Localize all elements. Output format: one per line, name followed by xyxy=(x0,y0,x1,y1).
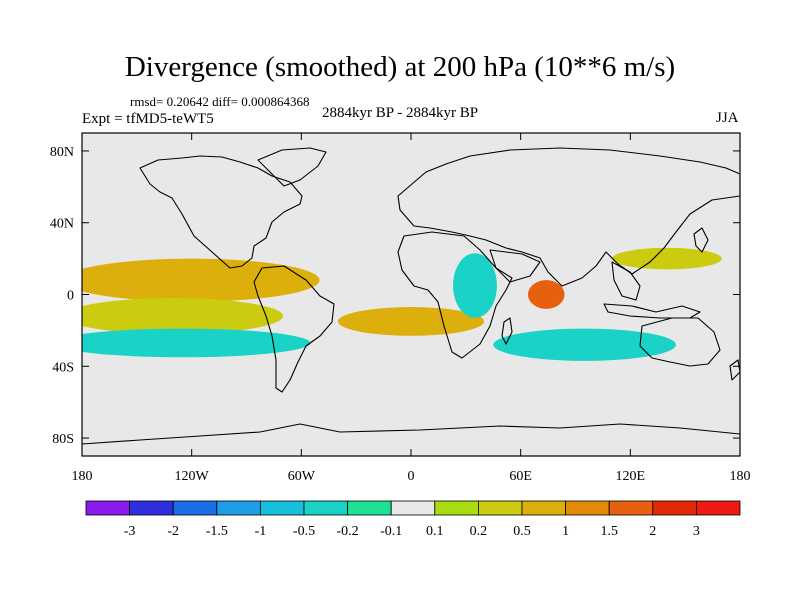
x-tick-label: 60E xyxy=(509,469,532,484)
y-tick-label: 80N xyxy=(50,145,74,160)
x-tick-label: 60W xyxy=(288,469,316,484)
colorbar-label: -1.5 xyxy=(206,524,228,539)
colorbar-label: 0.1 xyxy=(426,524,444,539)
coast-madagascar xyxy=(501,317,513,345)
colorbar-label: -0.1 xyxy=(380,524,402,539)
field-south-pacific-divergence-band xyxy=(82,298,284,334)
field-west-pacific-divergence xyxy=(612,247,722,270)
x-axis: 180 120W 60W 0 60E 120E 180 xyxy=(72,133,751,484)
coast-south-america xyxy=(253,265,335,393)
y-tick-label: 0 xyxy=(67,289,74,304)
colorbar-swatch xyxy=(608,500,654,516)
colorbar-swatch xyxy=(129,500,174,516)
colorbar-swatch xyxy=(303,500,348,516)
season-label: JJA xyxy=(716,110,739,126)
y-tick-label: 80S xyxy=(52,432,74,447)
colorbar: -3 -2 -1.5 -1 -0.5 -0.2 -0.1 0.1 0.2 0.5 1 1.5 2 3 xyxy=(85,500,741,539)
colorbar-label: 1.5 xyxy=(600,524,618,539)
colorbar-label: -0.5 xyxy=(293,524,315,539)
field-south-indian-convergence xyxy=(493,328,677,361)
coast-antarctica xyxy=(82,423,740,445)
coast-indochina xyxy=(611,261,641,301)
colorbar-swatch xyxy=(696,500,741,516)
field-africa-convergence xyxy=(453,253,497,318)
coastlines xyxy=(82,147,740,445)
colorbar-swatch xyxy=(216,500,261,516)
colorbar-swatch xyxy=(347,500,392,516)
coast-africa xyxy=(397,231,513,359)
colorbar-label: 0.5 xyxy=(513,524,531,539)
field-indian-monsoon-max xyxy=(527,280,565,309)
colorbar-swatch xyxy=(259,500,305,516)
colorbar-label: 1 xyxy=(562,524,569,539)
x-tick-label: 0 xyxy=(408,469,415,484)
coast-greenland xyxy=(257,147,327,187)
divergence-fields xyxy=(82,247,722,361)
coast-japan xyxy=(693,227,709,253)
colorbar-swatch xyxy=(652,500,697,516)
colorbar-swatch xyxy=(477,500,523,516)
colorbar-swatch xyxy=(565,500,610,516)
period-label: 2884kyr BP - 2884kyr BP xyxy=(322,105,479,121)
field-south-pacific-convergence xyxy=(82,328,311,358)
colorbar-label: 0.2 xyxy=(470,524,488,539)
x-tick-label: 180 xyxy=(72,469,93,484)
coast-australia xyxy=(639,317,721,367)
colorbar-label: -3 xyxy=(124,524,136,539)
x-tick-label: 120W xyxy=(175,469,210,484)
field-south-atlantic-divergence xyxy=(337,307,485,336)
coast-indonesia xyxy=(603,303,701,319)
colorbar-label: -1 xyxy=(255,524,267,539)
coast-north-america xyxy=(139,155,303,269)
colorbar-swatch xyxy=(172,500,218,516)
x-tick-label: 180 xyxy=(730,469,751,484)
field-equatorial-east-pacific-divergence xyxy=(82,258,320,302)
colorbar-label: -0.2 xyxy=(337,524,359,539)
colorbar-swatch xyxy=(434,500,479,516)
colorbar-swatch xyxy=(521,500,566,516)
coast-new-zealand xyxy=(729,359,740,381)
colorbar-swatch xyxy=(85,500,130,516)
colorbar-label: 3 xyxy=(693,524,700,539)
colorbar-label: -2 xyxy=(167,524,179,539)
y-axis: 80N 40N 0 40S 80S xyxy=(50,145,740,447)
coast-europe-asia xyxy=(397,147,740,287)
experiment-label: Expt = tfMD5-teWT5 xyxy=(82,111,214,127)
colorbar-label: 2 xyxy=(649,524,656,539)
map-area xyxy=(82,133,740,456)
coast-arabia-india xyxy=(489,249,541,283)
x-tick-label: 120E xyxy=(616,469,646,484)
colorbar-swatch xyxy=(390,500,436,516)
y-tick-label: 40N xyxy=(50,217,74,232)
chart-title: Divergence (smoothed) at 200 hPa (10**6 … xyxy=(124,51,676,83)
stats-line: rmsd= 0.20642 diff= 0.000864368 xyxy=(130,94,310,109)
y-tick-label: 40S xyxy=(52,360,74,375)
